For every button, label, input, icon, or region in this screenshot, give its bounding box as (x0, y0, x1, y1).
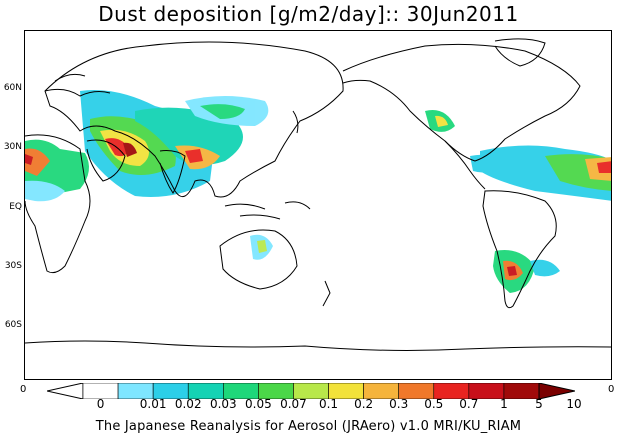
arabia-outline (86, 139, 126, 182)
lat-label-eq: EQ (9, 202, 22, 212)
indonesia-outline (224, 201, 311, 220)
colorbar-tick-label: 5 (535, 397, 543, 411)
left-zero-label: 0 (20, 384, 27, 395)
australia-outline (219, 229, 298, 290)
dust-shading (25, 90, 611, 293)
colorbar-upper-arrow (538, 383, 575, 399)
footer-credit: The Japanese Reanalysis for Aerosol (JRA… (95, 419, 522, 434)
colorbar-tick-label: 0.1 (318, 397, 339, 411)
colorbar-tick-label: 0.2 (354, 397, 374, 411)
europe-outline (44, 73, 111, 97)
africa-outline (25, 134, 91, 274)
lat-label-60s: 60S (4, 320, 22, 330)
colorbar-tick-label: 10 (566, 397, 582, 411)
coastlines (25, 38, 611, 351)
world-map (25, 38, 611, 351)
colorbar-tick-label: 0.02 (174, 397, 202, 411)
north-america-outline (342, 43, 581, 162)
antarctica-outline (25, 340, 611, 351)
colorbar-tick-label: 0.01 (139, 397, 167, 411)
central-america-outline (444, 140, 486, 190)
right-zero-label: 0 (608, 384, 615, 395)
colorbar-tick-label: 0.03 (209, 397, 237, 411)
lat-label-30s: 30S (4, 261, 22, 271)
newzealand-outline (322, 280, 331, 307)
colorbar-tick-label: 0.7 (459, 397, 479, 411)
colorbar-tick-label: 0.5 (424, 397, 444, 411)
lat-label-60n: 60N (3, 83, 22, 93)
colorbar-tick-label: 0.07 (280, 397, 307, 411)
colorbar-labels: 0 0.01 0.02 0.03 0.05 0.07 0.1 0.2 0.3 0.5 0.7 1 5 10 (0, 397, 617, 413)
lat-label-30n: 30N (3, 142, 22, 152)
colorbar-tick-label: 0.3 (389, 397, 409, 411)
colorbar-tick-label: 1 (500, 397, 508, 411)
greenland-outline (494, 38, 546, 67)
colorbar-tick-label: 0 (96, 397, 105, 411)
india-outline (159, 150, 186, 194)
japan-outline (292, 110, 299, 134)
colorbar-tick-label: 0.05 (245, 397, 272, 411)
south-america-outline (482, 190, 557, 309)
eurasia-outline (44, 41, 344, 198)
colorbar (47, 383, 575, 399)
map-panel (24, 30, 612, 380)
map-title: Dust deposition [g/m2/day]:: 30Jun2011 (98, 2, 519, 26)
